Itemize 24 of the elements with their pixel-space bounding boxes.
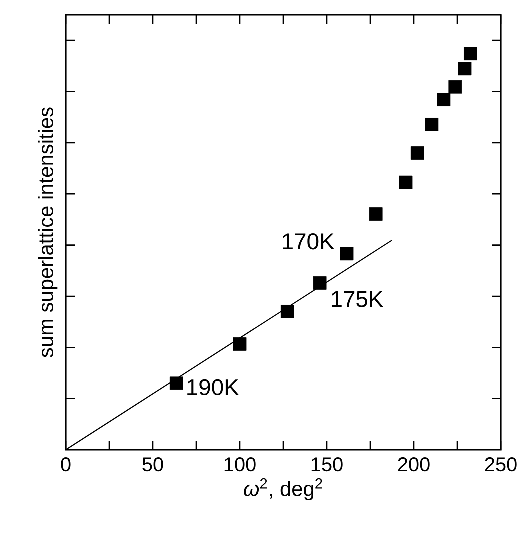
point <box>340 247 354 261</box>
point <box>437 93 451 106</box>
point <box>313 276 327 290</box>
point <box>369 208 383 221</box>
annotation: 175K <box>332 291 384 308</box>
annotation: 170K <box>283 233 335 250</box>
x-tick-label: 100 <box>224 458 256 472</box>
x-tick-label: 50 <box>142 458 164 472</box>
point <box>458 62 472 76</box>
point <box>464 47 478 61</box>
point <box>410 146 424 160</box>
x-tick-label: 0 <box>61 458 71 472</box>
annotation: 190K <box>188 379 240 396</box>
x-tick-label: 200 <box>398 458 430 472</box>
x-tick-label: 150 <box>312 458 343 472</box>
x-axis-title: ω$^{2}$, deg$^{2}$ <box>244 478 322 501</box>
point <box>280 305 294 318</box>
point <box>448 80 462 94</box>
x-tick-label: 250 <box>485 458 517 472</box>
y-axis-title: sum superlattice intensities <box>38 108 58 358</box>
point <box>170 376 184 390</box>
point <box>233 338 247 351</box>
point <box>425 118 439 132</box>
point <box>399 176 413 190</box>
